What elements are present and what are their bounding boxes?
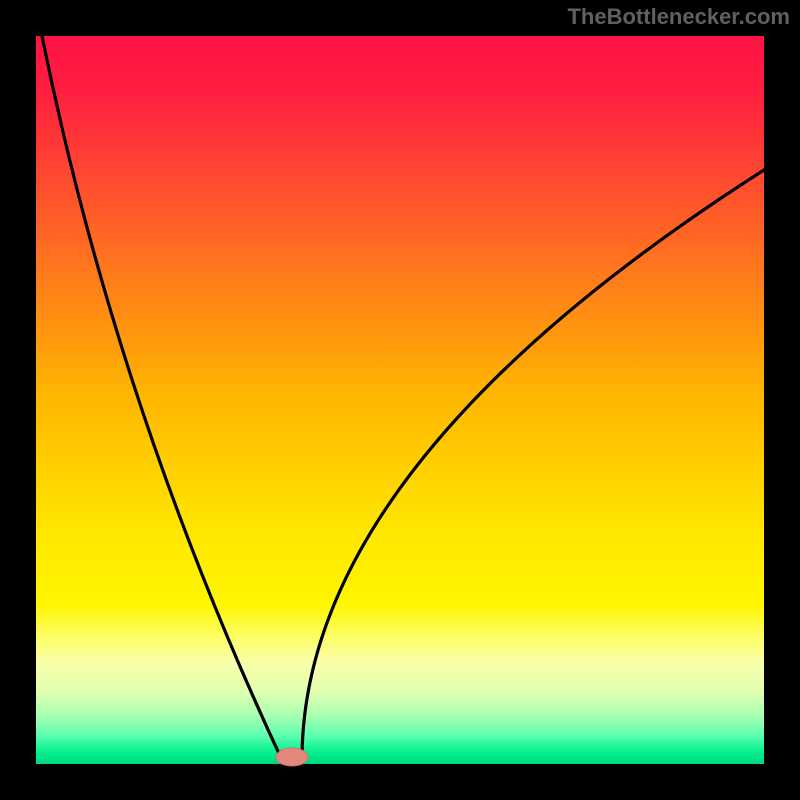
optimal-marker: [276, 748, 308, 766]
plot-area: [36, 36, 764, 764]
bottleneck-chart: [0, 0, 800, 800]
watermark-text: TheBottlenecker.com: [567, 4, 790, 30]
chart-container: TheBottlenecker.com: [0, 0, 800, 800]
